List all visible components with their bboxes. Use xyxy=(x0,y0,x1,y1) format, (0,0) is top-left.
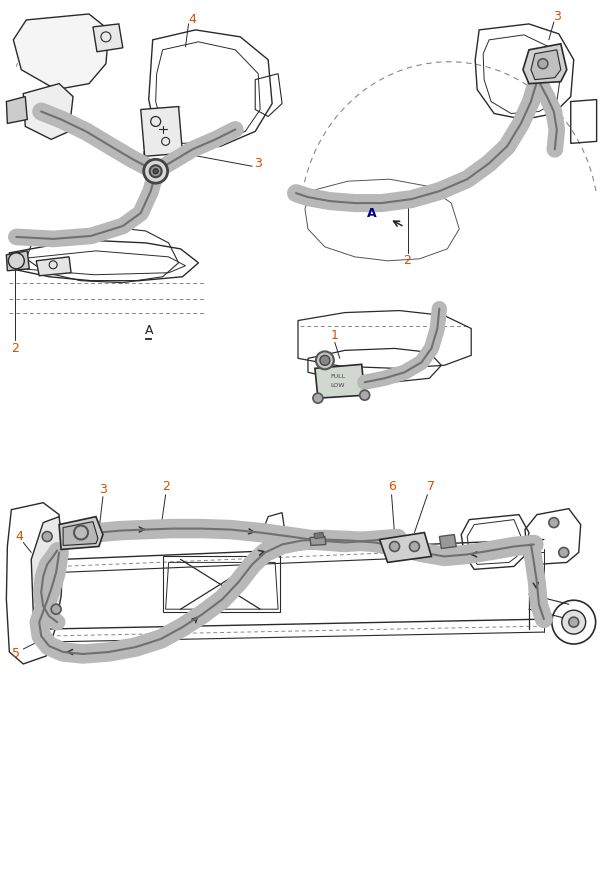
Polygon shape xyxy=(59,517,103,550)
Text: 2: 2 xyxy=(11,342,19,354)
Circle shape xyxy=(8,253,24,269)
Circle shape xyxy=(51,604,61,614)
Polygon shape xyxy=(63,522,98,545)
Polygon shape xyxy=(7,251,29,271)
Text: A: A xyxy=(367,206,376,219)
Text: 4: 4 xyxy=(188,13,196,26)
Text: 3: 3 xyxy=(99,483,107,496)
Polygon shape xyxy=(23,84,73,139)
Circle shape xyxy=(409,542,419,551)
Polygon shape xyxy=(531,50,561,79)
Circle shape xyxy=(74,525,88,539)
Polygon shape xyxy=(36,257,71,276)
Text: LOW: LOW xyxy=(331,382,345,388)
Circle shape xyxy=(149,165,161,177)
Circle shape xyxy=(538,58,548,69)
Circle shape xyxy=(42,531,52,542)
Circle shape xyxy=(569,618,579,627)
Polygon shape xyxy=(315,364,365,398)
Circle shape xyxy=(562,611,586,634)
Polygon shape xyxy=(439,535,456,549)
Circle shape xyxy=(320,355,330,365)
Circle shape xyxy=(360,390,370,400)
Circle shape xyxy=(389,542,400,551)
Text: 3: 3 xyxy=(553,10,561,24)
Text: 4: 4 xyxy=(16,530,23,543)
Circle shape xyxy=(549,517,559,528)
Polygon shape xyxy=(314,532,324,538)
Text: 2: 2 xyxy=(161,480,170,493)
Text: 5: 5 xyxy=(13,647,20,660)
Text: 1: 1 xyxy=(331,329,339,342)
Circle shape xyxy=(153,169,158,173)
Text: FULL: FULL xyxy=(330,374,346,379)
Text: 3: 3 xyxy=(254,157,262,170)
Circle shape xyxy=(559,548,569,557)
Polygon shape xyxy=(7,97,27,124)
Polygon shape xyxy=(523,44,567,84)
Polygon shape xyxy=(380,532,431,563)
Text: 6: 6 xyxy=(388,480,395,493)
Circle shape xyxy=(316,351,334,369)
Polygon shape xyxy=(31,517,63,626)
Polygon shape xyxy=(141,106,182,156)
Polygon shape xyxy=(310,537,326,545)
Circle shape xyxy=(313,393,323,403)
Text: A: A xyxy=(145,324,153,337)
Circle shape xyxy=(144,159,167,183)
Polygon shape xyxy=(13,14,109,90)
Polygon shape xyxy=(93,24,123,51)
Text: 2: 2 xyxy=(404,254,412,267)
Text: 7: 7 xyxy=(427,480,436,493)
